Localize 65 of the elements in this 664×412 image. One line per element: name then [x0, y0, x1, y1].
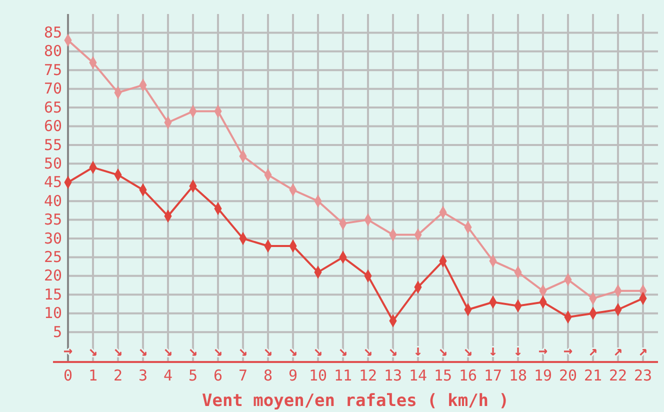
y-tick-label: 25 — [44, 248, 62, 266]
y-tick-label: 15 — [44, 285, 62, 304]
annotation: ↘ — [213, 341, 223, 360]
x-tick-label: 21 — [584, 366, 602, 385]
annotation: ↘ — [438, 341, 448, 360]
y-tick-label: 50 — [44, 154, 62, 172]
y-tick-label: 70 — [44, 80, 62, 98]
annotation: ↗ — [613, 341, 623, 360]
x-tick-label: 22 — [608, 366, 628, 385]
x-tick-label: 12 — [358, 366, 378, 385]
x-tick-label: 17 — [484, 366, 502, 385]
annotation: → — [563, 341, 573, 360]
annotation: ↓ — [488, 341, 498, 360]
y-tick-label: 10 — [44, 304, 62, 322]
y-tick-label: 60 — [44, 117, 62, 136]
annotation: ↘ — [363, 341, 373, 360]
y-tick-label: 75 — [44, 60, 62, 79]
x-tick-label: 8 — [263, 366, 273, 385]
annotation: ↗ — [588, 341, 598, 360]
x-tick-label: 2 — [113, 366, 123, 385]
annotation: ↘ — [88, 341, 98, 360]
y-tick-label: 80 — [44, 42, 62, 60]
x-tick-label: 7 — [238, 366, 248, 385]
annotation: ↘ — [238, 341, 248, 360]
y-tick-label: 35 — [44, 210, 62, 229]
x-axis-title: Vent moyen/en rafales ( km/h ) — [202, 391, 510, 411]
annotation: → — [538, 341, 548, 360]
annotation: ↓ — [413, 341, 423, 360]
annotation: ↘ — [288, 341, 298, 360]
y-tick-label: 5 — [52, 322, 62, 341]
annotation: ↘ — [138, 341, 148, 360]
x-tick-label: 10 — [308, 366, 328, 385]
annotation: ↘ — [188, 341, 198, 360]
annotation: ↘ — [338, 341, 348, 360]
x-tick-label: 11 — [334, 366, 352, 385]
annotation: ↘ — [263, 341, 273, 360]
x-tick-label: 13 — [384, 366, 402, 385]
y-tick-label: 65 — [44, 98, 62, 116]
y-tick-label: 30 — [44, 229, 62, 248]
x-tick-label: 18 — [508, 366, 528, 385]
annotation: ↘ — [313, 341, 323, 360]
x-tick-label: 15 — [434, 366, 452, 385]
annotation: ↘ — [463, 341, 473, 360]
annotation: ↘ — [388, 341, 398, 360]
x-tick-label: 16 — [458, 366, 478, 385]
x-tick-label: 6 — [213, 366, 223, 385]
annotation: ↘ — [113, 341, 123, 360]
x-tick-label: 14 — [408, 366, 428, 385]
y-tick-label: 55 — [44, 136, 62, 154]
x-tick-label: 0 — [63, 366, 73, 385]
annotation: ↘ — [163, 341, 173, 360]
x-tick-label: 5 — [188, 366, 198, 385]
x-tick-label: 19 — [534, 366, 552, 385]
x-tick-label: 23 — [634, 366, 652, 385]
x-tick-label: 9 — [288, 366, 298, 385]
x-tick-label: 1 — [88, 366, 98, 385]
annotation: ↓ — [513, 341, 523, 360]
x-tick-label: 4 — [163, 366, 173, 385]
y-tick-label: 20 — [44, 266, 62, 285]
y-tick-label: 85 — [44, 24, 62, 42]
x-tick-label: 20 — [558, 366, 578, 385]
y-tick-label: 45 — [44, 173, 62, 192]
x-tick-label: 3 — [138, 366, 148, 385]
annotation: ↗ — [638, 341, 648, 360]
y-tick-label: 40 — [44, 192, 62, 210]
